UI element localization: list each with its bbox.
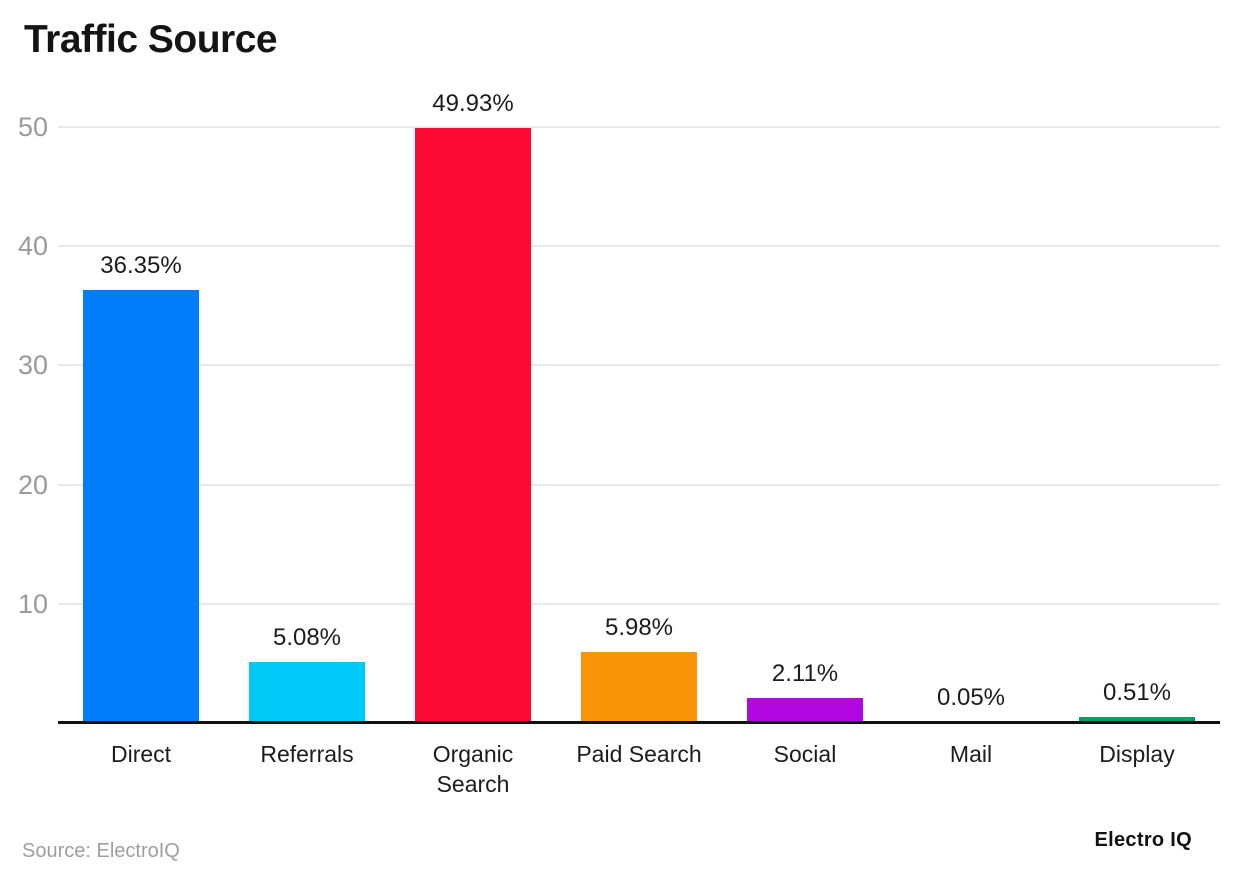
bar-direct: [83, 289, 199, 723]
x-category-label: Paid Search: [576, 741, 702, 767]
x-category-label: Referrals: [260, 741, 354, 767]
chart-title: Traffic Source: [24, 18, 278, 61]
source-note: Source: ElectroIQ: [22, 840, 180, 862]
brand-logo: Electro IQ: [1094, 829, 1192, 851]
x-category-label: Direct: [110, 741, 172, 767]
y-tick-label: 50: [17, 112, 48, 142]
bar-value-label: 36.35%: [100, 251, 182, 279]
bar-display: [1079, 716, 1195, 723]
gridline: [58, 245, 1220, 248]
bar-referrals: [249, 662, 365, 723]
bar-organic-search: [415, 127, 531, 723]
bar-value-label: 0.51%: [1102, 678, 1172, 706]
y-tick-label: 40: [17, 231, 48, 262]
x-category-label: Display: [1099, 741, 1175, 767]
y-tick-label: 10: [17, 588, 48, 619]
gridline: [58, 483, 1220, 486]
gridline: [58, 602, 1220, 605]
x-category-label: Mail: [949, 741, 993, 767]
gridline: [58, 126, 1220, 128]
y-tick-label: 20: [17, 469, 48, 500]
bar-social: [747, 697, 863, 723]
gridline: [58, 364, 1220, 367]
x-axis-line: [58, 721, 1220, 724]
x-category-label: Social: [773, 741, 837, 767]
bar-value-label: 5.08%: [272, 624, 342, 652]
x-category-label: Organic Search: [432, 741, 514, 797]
bar-value-label: 2.11%: [771, 659, 839, 687]
bar-value-label: 49.93%: [432, 89, 514, 117]
bar-value-label: 0.05%: [936, 684, 1006, 712]
bar-paid-search: [581, 651, 697, 723]
bar-value-label: 5.98%: [604, 613, 674, 641]
y-tick-label: 30: [17, 350, 48, 381]
